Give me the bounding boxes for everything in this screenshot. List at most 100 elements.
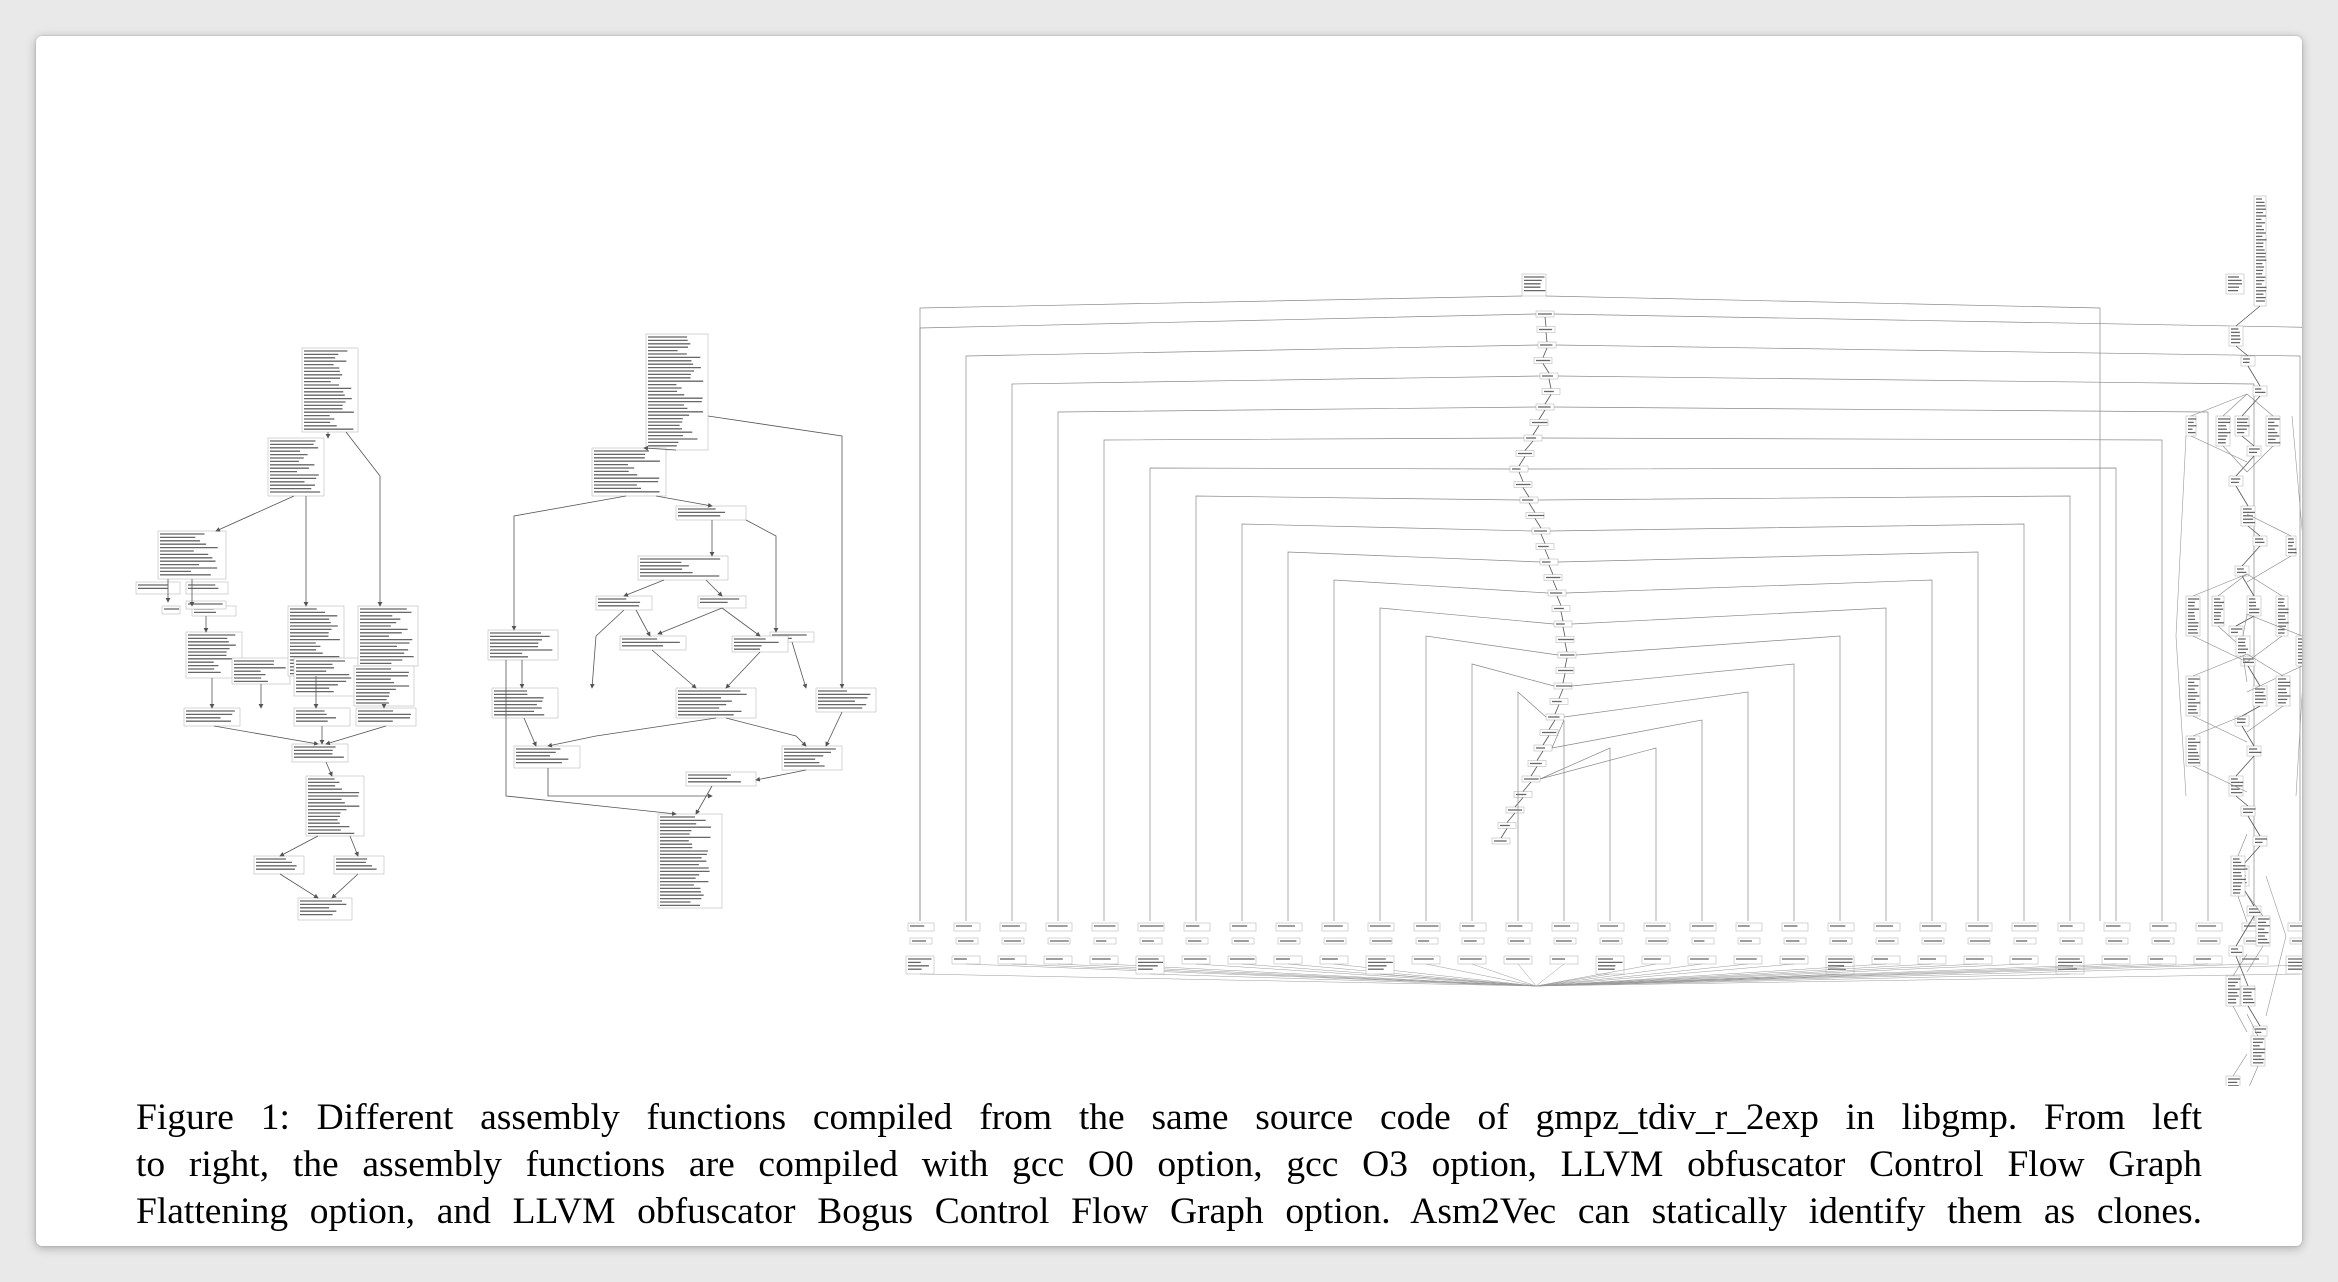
cfg-edge <box>2192 715 2248 743</box>
cfg-basic-block <box>2009 955 2039 965</box>
cfg-edge <box>919 973 1537 987</box>
cfg-edge <box>215 495 295 532</box>
cfg-basic-block <box>1135 955 1165 975</box>
cfg-edge <box>1535 963 1749 987</box>
cfg-edge <box>1471 963 1537 987</box>
cfg-edge <box>2246 705 2284 733</box>
cfg-edge <box>1425 963 1537 987</box>
cfg-edge <box>1539 747 1611 921</box>
cfg-basic-block <box>1503 955 1533 965</box>
cfg-basic-block <box>1921 937 1945 945</box>
cfg-edge <box>1195 495 1521 921</box>
cfg-edge <box>1551 719 1565 921</box>
cfg-basic-block <box>1687 955 1717 965</box>
cfg-edge <box>1535 963 1565 987</box>
cfg-edge <box>1537 495 2071 921</box>
cfg-basic-block <box>1645 937 1669 945</box>
cfg-edge <box>705 579 723 597</box>
cfg-edge <box>1011 375 1541 921</box>
cfg-basic-block <box>697 595 747 609</box>
cfg-basic-block <box>1539 372 1559 380</box>
cfg-basic-block <box>1523 434 1543 442</box>
cfg-basic-block <box>2234 565 2250 577</box>
cfg-edge <box>1539 747 1657 921</box>
cfg-basic-block <box>1917 955 1947 965</box>
cfg-basic-block <box>1139 937 1163 945</box>
cfg-basic-block <box>2246 745 2262 757</box>
cfg-edge <box>1500 828 1508 839</box>
cfg-edge <box>1517 963 1537 987</box>
cfg-edge <box>2235 305 2261 327</box>
cfg-basic-block <box>1551 922 1579 932</box>
cfg-basic-block <box>1521 775 1541 783</box>
cfg-edge <box>623 579 665 597</box>
cfg-edge <box>1195 963 1537 987</box>
cfg-edge <box>2235 455 2255 477</box>
cfg-basic-block <box>2285 955 2302 975</box>
figure-cfg-drawings <box>135 195 2302 1086</box>
cfg-basic-block <box>2295 635 2302 667</box>
cfg-edge <box>2232 1053 2248 1077</box>
cfg-edge <box>2192 653 2248 677</box>
cfg-edge <box>755 769 807 782</box>
cfg-basic-block <box>2147 955 2177 965</box>
cfg-edge <box>1149 973 1537 987</box>
cfg-edge <box>2247 525 2261 537</box>
cfg-basic-block <box>955 937 979 945</box>
cfg-basic-block <box>1597 922 1625 932</box>
cfg-edge <box>1103 437 1525 921</box>
cfg-edge <box>2246 665 2302 693</box>
cfg-basic-block <box>491 687 559 719</box>
cfg-basic-block <box>297 897 353 921</box>
cfg-edge <box>1538 409 1546 420</box>
cfg-basic-block <box>1557 651 1577 659</box>
cfg-basic-block <box>1229 922 1257 932</box>
cfg-basic-block <box>2246 905 2262 917</box>
cfg-edge <box>1565 579 1933 921</box>
cfg-edge <box>2247 365 2261 387</box>
cfg-edge <box>1540 533 1546 544</box>
cfg-basic-block <box>1091 922 1119 932</box>
cfg-edge <box>2235 485 2249 507</box>
cfg-edge <box>2235 755 2255 777</box>
cfg-edge <box>2222 393 2248 417</box>
cfg-basic-block <box>1491 837 1511 845</box>
cfg-basic-block <box>1323 937 1347 945</box>
cfg-basic-block <box>2252 535 2268 547</box>
cfg-edge <box>331 873 359 899</box>
cfg-basic-block <box>2228 625 2244 637</box>
cfg-edge <box>1551 719 1703 921</box>
cfg-edge <box>1518 456 1526 467</box>
cfg-edge <box>2235 955 2249 987</box>
cfg-edge <box>695 785 713 815</box>
cfg-basic-block <box>1875 937 1899 945</box>
cfg-edge <box>349 835 359 857</box>
cfg-edge <box>1553 313 2302 328</box>
cfg-basic-block <box>333 855 385 875</box>
cfg-basic-block <box>1555 636 1575 643</box>
cfg-basic-block <box>1535 543 1555 550</box>
cfg-edge <box>1527 467 2117 921</box>
cfg-panel-llvm-flattening <box>905 273 2302 987</box>
cfg-edge <box>1535 973 2301 987</box>
cfg-basic-block <box>1965 922 1993 932</box>
cfg-basic-block <box>183 707 241 727</box>
cfg-edge <box>2237 895 2248 923</box>
cfg-basic-block <box>1231 937 1255 945</box>
cfg-basic-block <box>1509 465 1529 473</box>
cfg-basic-block <box>1779 955 1809 965</box>
cfg-edge <box>2190 435 2248 463</box>
cfg-edge <box>1149 467 1511 921</box>
cfg-edge <box>643 445 677 451</box>
cfg-edge <box>1548 378 1552 389</box>
cfg-edge <box>2190 393 2248 417</box>
cfg-basic-block <box>685 771 757 787</box>
cfg-edge <box>1557 375 2255 921</box>
cfg-edge <box>2241 725 2255 747</box>
cfg-edge <box>1535 963 2163 987</box>
cfg-basic-block <box>2252 1025 2268 1037</box>
cfg-basic-block <box>2252 385 2268 397</box>
cfg-basic-block <box>1043 955 1073 965</box>
cfg-basic-block <box>2246 595 2262 617</box>
cfg-edge <box>325 761 333 777</box>
